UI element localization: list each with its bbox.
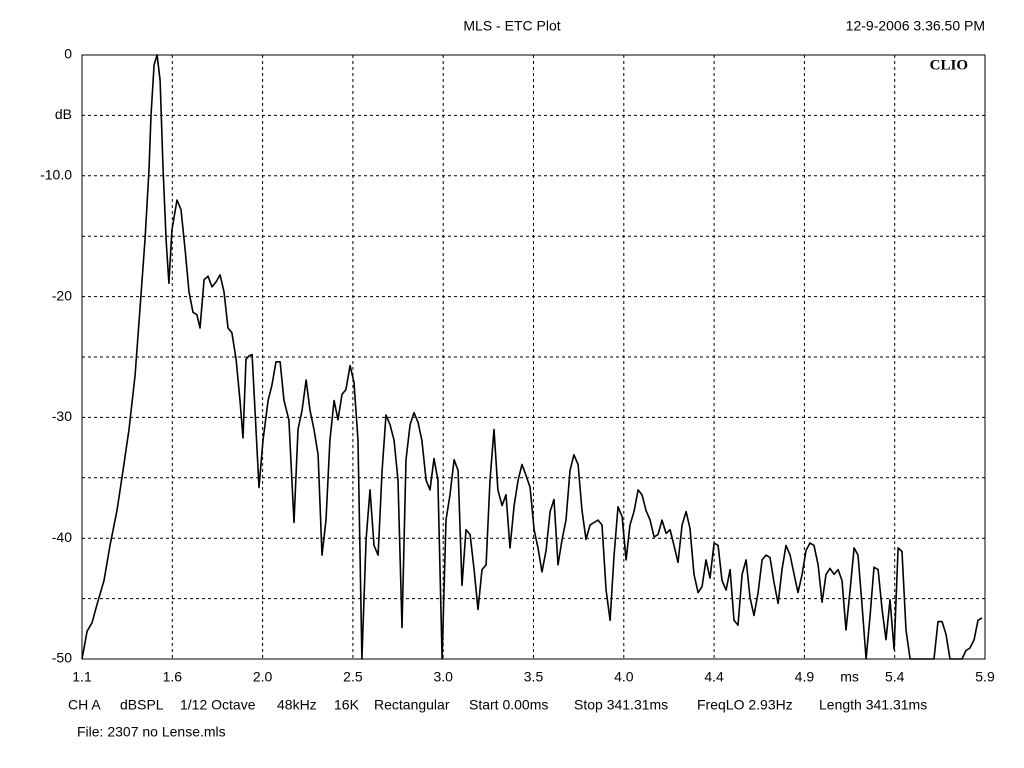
x-tick-label: 4.0 [614,669,634,685]
info-label: dBSPL [120,697,164,713]
y-tick-label: -40 [52,529,72,545]
plot-border [81,54,986,660]
y-tick-label: -50 [52,650,72,666]
y-tick-label: -30 [52,408,72,424]
y-tick-label: 0 [64,46,72,62]
y-tick-label: -10.0 [40,167,72,183]
info-label: Start 0.00ms [469,697,548,713]
x-tick-label: 5.9 [975,669,995,685]
x-tick-label: 4.9 [795,669,815,685]
x-tick-label: 3.0 [433,669,453,685]
x-tick-label: 4.4 [704,669,724,685]
timestamp: 12-9-2006 3.36.50 PM [846,18,985,34]
x-axis-label: ms [840,669,859,685]
x-tick-label: 1.1 [72,669,92,685]
info-label: FreqLO 2.93Hz [697,697,793,713]
x-tick-label: 2.5 [343,669,363,685]
info-label: 16K [334,697,360,713]
x-tick-label: 1.6 [163,669,183,685]
info-label: 1/12 Octave [180,697,256,713]
x-tick-label: 5.4 [885,669,905,685]
y-axis-label: dB [55,106,72,122]
x-tick-label: 2.0 [253,669,273,685]
chart-title: MLS - ETC Plot [463,18,560,34]
info-label: CH A [68,697,101,713]
etc-line [81,54,983,660]
info-label: Stop 341.31ms [574,697,668,713]
info-label: Length 341.31ms [819,697,927,713]
info-label: 48kHz [277,697,317,713]
x-tick-label: 3.5 [524,669,544,685]
info-label: Rectangular [374,697,450,713]
file-label: File: 2307 no Lense.mls [77,724,226,740]
brand: CLIO [930,57,968,73]
y-tick-label: -20 [52,287,72,303]
